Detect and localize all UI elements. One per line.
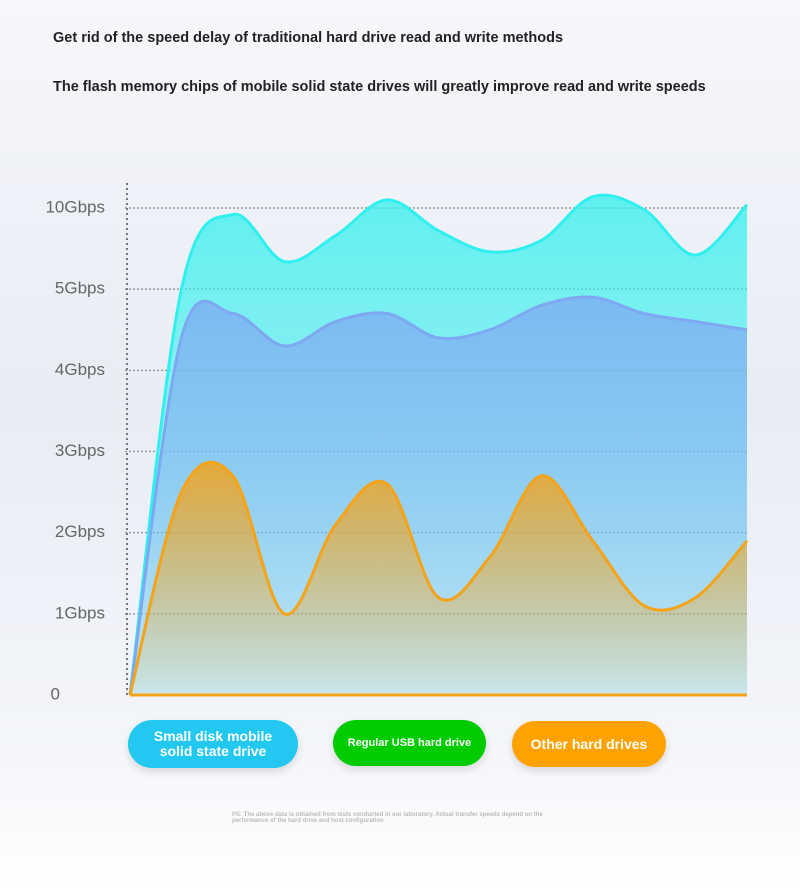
legend-item: Other hard drives xyxy=(512,721,666,767)
legend-item: Small disk mobile solid state drive xyxy=(128,720,298,768)
y-tick-label: 2Gbps xyxy=(55,522,105,541)
line xyxy=(128,193,749,696)
line xyxy=(128,295,748,696)
legend-item: Regular USB hard drive xyxy=(333,720,486,766)
y-tick-label: 0 xyxy=(51,684,60,703)
headline: Get rid of the speed delay of traditiona… xyxy=(53,30,564,46)
y-tick-label: 5Gbps xyxy=(55,279,105,298)
y-tick-label: 10Gbps xyxy=(45,197,105,216)
subheadline: The flash memory chips of mobile solid s… xyxy=(53,79,706,95)
footnote: PS: The above data is obtained from test… xyxy=(232,812,543,824)
line xyxy=(128,460,749,696)
y-tick-label: 1Gbps xyxy=(55,603,105,622)
y-tick-label: 3Gbps xyxy=(55,441,105,460)
area xyxy=(130,462,747,695)
y-tick-label: 4Gbps xyxy=(55,360,105,379)
